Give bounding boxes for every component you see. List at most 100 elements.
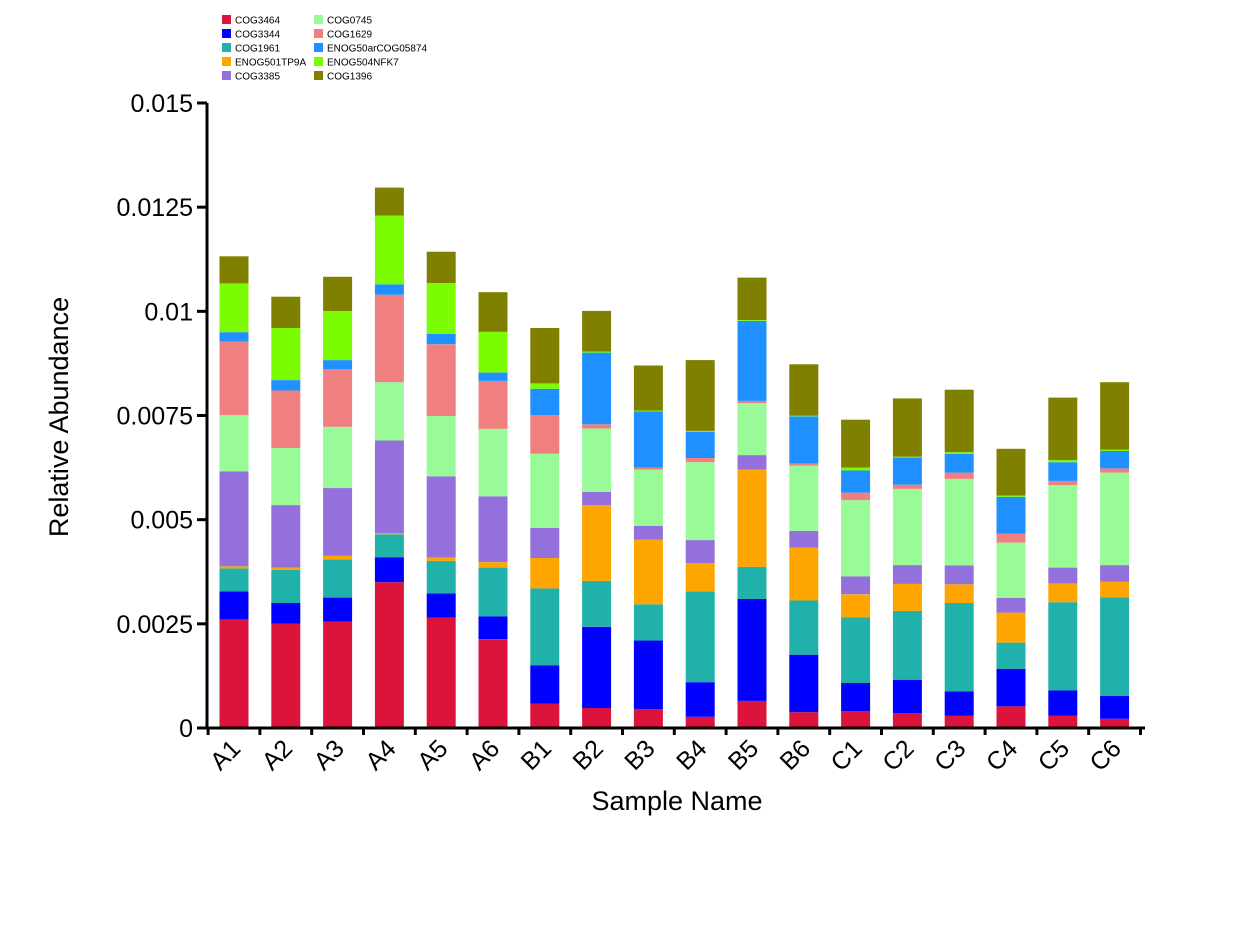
x-tick-label-C5: C5 (1033, 734, 1075, 776)
bar-segment-B5-COG3385 (737, 455, 767, 470)
bar-segment-B4-COG3385 (685, 540, 715, 563)
bar-segment-A6-ENOG501TP9A (478, 562, 508, 568)
y-tick-label: 0.0075 (117, 403, 193, 431)
legend-item-COG3344: COG3344 (222, 29, 280, 41)
bar-segment-C2-COG3464 (892, 713, 922, 728)
x-tick-label-B4: B4 (671, 734, 712, 775)
bar-segment-A2-COG0745 (271, 448, 301, 506)
bar-segment-A3-COG1961 (323, 559, 353, 598)
bar-segment-B6-COG1629 (789, 463, 819, 466)
x-tick-label-C4: C4 (981, 734, 1023, 776)
y-tick-label: 0.0125 (117, 194, 193, 222)
x-axis-title: Sample Name (591, 786, 762, 816)
bar-segment-B2-COG3464 (582, 708, 612, 728)
bar-segment-B2-ENOG50arCOG05874 (582, 352, 612, 425)
bar-segment-B1-COG0745 (530, 453, 560, 528)
bar-stack-B3 (633, 365, 663, 729)
bar-segment-A4-COG3464 (374, 582, 404, 728)
bar-segment-B2-COG1396 (582, 310, 612, 352)
bar-segment-C6-COG0745 (1100, 472, 1130, 566)
bar-segment-B1-ENOG501TP9A (530, 558, 560, 589)
bar-segment-B6-ENOG50arCOG05874 (789, 416, 819, 464)
bar-segment-C3-COG1629 (944, 472, 974, 479)
y-tick-label: 0.015 (130, 90, 193, 118)
bar-segment-A1-ENOG504NFK7 (219, 283, 249, 333)
legend-swatch (314, 71, 323, 80)
legend-swatch (222, 15, 231, 24)
legend-swatch (222, 43, 231, 52)
bar-segment-B2-COG3344 (582, 626, 612, 709)
legend-item-ENOG501TP9A: ENOG501TP9A (222, 57, 306, 69)
bar-segment-A5-COG3464 (426, 617, 456, 728)
legend-item-COG1396: COG1396 (314, 71, 372, 83)
legend-swatch (314, 29, 323, 38)
legend-label: COG0745 (327, 16, 372, 27)
bar-segment-B6-COG3464 (789, 712, 819, 728)
bar-segment-A3-ENOG501TP9A (323, 555, 353, 560)
bar-segment-B4-COG1396 (685, 360, 715, 431)
bar-segment-C4-COG1396 (996, 448, 1026, 496)
bar-segment-B2-ENOG501TP9A (582, 505, 612, 581)
bar-segment-A1-ENOG50arCOG05874 (219, 332, 249, 342)
y-tick-label: 0.01 (144, 298, 193, 326)
x-tick-label-B6: B6 (775, 734, 816, 775)
bar-segment-C5-ENOG50arCOG05874 (1048, 462, 1078, 481)
bar-segment-A3-COG3385 (323, 488, 353, 556)
bar-segment-C3-COG3344 (944, 691, 974, 716)
legend-label: ENOG504NFK7 (327, 58, 399, 69)
bar-segment-C5-COG3464 (1048, 715, 1078, 728)
bar-segment-C1-ENOG504NFK7 (841, 467, 871, 471)
legend-item-COG3464: COG3464 (222, 15, 280, 27)
y-tick-label: 0 (179, 715, 193, 743)
bar-segment-A5-ENOG50arCOG05874 (426, 333, 456, 345)
bar-segment-A2-COG3464 (271, 623, 301, 728)
legend-swatch (222, 57, 231, 66)
bar-segment-A3-ENOG504NFK7 (323, 310, 353, 361)
bar-segment-A5-COG0745 (426, 415, 456, 477)
bar-segment-C6-COG3385 (1100, 565, 1130, 582)
bar-stack-A1 (219, 256, 249, 728)
x-tick-label-A6: A6 (464, 734, 505, 775)
bar-segment-B3-ENOG504NFK7 (633, 410, 663, 412)
x-tick-label-B1: B1 (516, 734, 557, 775)
bar-segment-C6-COG1961 (1100, 597, 1130, 696)
y-tick-label: 0.0025 (117, 611, 193, 639)
bar-segment-B6-ENOG504NFK7 (789, 415, 819, 417)
bar-segment-A3-COG1396 (323, 276, 353, 311)
bar-segment-A3-ENOG50arCOG05874 (323, 360, 353, 370)
bar-segment-C2-COG3344 (892, 679, 922, 713)
bar-segment-C5-COG3385 (1048, 567, 1078, 584)
bar-segment-B1-COG3464 (530, 703, 560, 728)
bar-segment-A4-COG3385 (374, 440, 404, 533)
y-tick-label: 0.005 (130, 507, 193, 535)
bar-segment-A1-COG0745 (219, 415, 249, 472)
bar-segment-A1-COG3385 (219, 471, 249, 567)
bar-stack-A3 (323, 276, 353, 729)
bar-segment-C5-COG1629 (1048, 480, 1078, 486)
bar-stack-A6 (478, 292, 508, 729)
legend-item-COG3385: COG3385 (222, 71, 280, 83)
bar-segment-B2-ENOG504NFK7 (582, 351, 612, 353)
bar-segment-C1-COG3344 (841, 683, 871, 712)
bar-segment-C3-COG3385 (944, 565, 974, 585)
bar-segment-A2-ENOG504NFK7 (271, 328, 301, 381)
bar-segment-A3-COG1629 (323, 369, 353, 427)
bar-segment-B3-COG0745 (633, 469, 663, 526)
bar-segment-B4-COG3464 (685, 716, 715, 729)
bar-segment-C4-ENOG504NFK7 (996, 495, 1026, 497)
bar-segment-B3-COG1961 (633, 604, 663, 641)
bar-segment-C6-COG1629 (1100, 468, 1130, 473)
bar-stack-B5 (737, 277, 767, 728)
bar-segment-B2-COG0745 (582, 428, 612, 492)
bar-segment-B4-ENOG50arCOG05874 (685, 431, 715, 458)
bar-segment-C3-ENOG504NFK7 (944, 452, 974, 454)
bar-segment-C1-ENOG50arCOG05874 (841, 470, 871, 493)
bar-segment-B1-COG1629 (530, 415, 560, 454)
bar-segment-A4-COG1961 (374, 534, 404, 558)
bar-segment-C5-COG0745 (1048, 485, 1078, 568)
bar-segment-A6-COG1629 (478, 380, 508, 429)
legend-item-ENOG50arCOG05874: ENOG50arCOG05874 (314, 43, 427, 55)
bar-segment-C6-ENOG50arCOG05874 (1100, 450, 1130, 469)
bar-stack-A2 (271, 296, 301, 728)
